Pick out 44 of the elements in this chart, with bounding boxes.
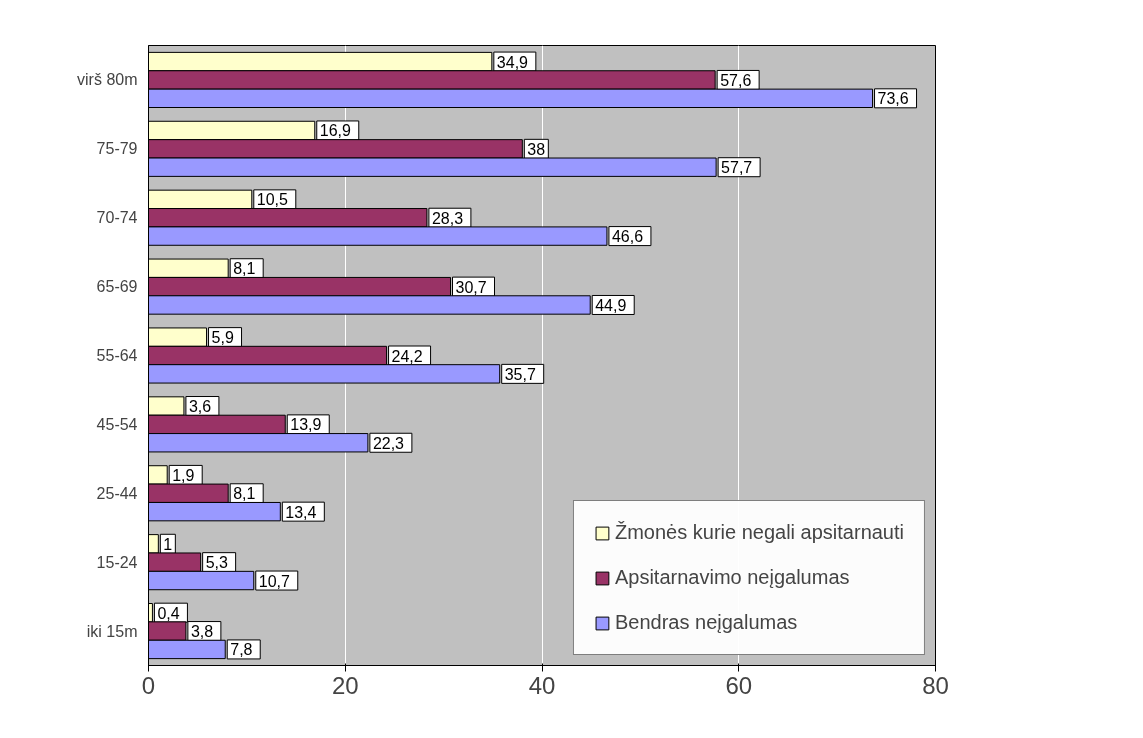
y-tick-label: virš 80m (77, 71, 138, 89)
data-label: 8,1 (233, 485, 256, 503)
data-label: 0,4 (157, 604, 180, 622)
data-label: 5,9 (211, 329, 234, 347)
y-tick-label: 45-54 (96, 415, 138, 433)
data-label: 28,3 (431, 209, 464, 227)
data-label: 73,6 (877, 90, 909, 108)
data-label: 13,9 (290, 416, 322, 434)
legend-label: Žmonės kurie negali apsitarnauti (614, 521, 904, 544)
x-tick-label: 20 (331, 671, 359, 699)
y-tick-label: 65-69 (96, 278, 138, 296)
data-label: 16,9 (319, 122, 351, 140)
legend-label: Apsitarnavimo neįgalumas (614, 566, 850, 589)
data-label: 24,2 (391, 347, 423, 365)
data-label: 1 (163, 535, 173, 553)
data-label: 7,8 (230, 641, 253, 659)
data-label: 10,7 (258, 572, 290, 590)
data-label: 35,7 (504, 365, 536, 383)
data-label: 10,5 (256, 191, 289, 209)
data-label: 3,6 (188, 398, 212, 416)
data-label: 44,9 (595, 296, 627, 314)
data-label: 57,7 (721, 159, 753, 177)
data-label: 34,9 (496, 53, 529, 71)
data-label: 5,3 (205, 554, 228, 572)
x-tick-label: 80 (922, 671, 949, 699)
data-label: 38 (527, 140, 546, 158)
data-label: 1,9 (172, 466, 195, 484)
data-label: 13,4 (285, 503, 317, 521)
data-label: 8,1 (233, 260, 256, 278)
y-tick-label: 15-24 (96, 553, 138, 571)
data-label: 3,8 (190, 623, 214, 641)
data-label: 22,3 (372, 434, 405, 452)
y-tick-label: 75-79 (96, 140, 138, 158)
y-tick-label: 25-44 (96, 484, 138, 502)
data-label: 30,7 (455, 278, 487, 296)
data-label: 46,6 (611, 228, 644, 246)
y-tick-label: 70-74 (96, 209, 138, 227)
y-tick-label: iki 15m (86, 622, 138, 640)
x-tick-label: 40 (528, 671, 556, 699)
y-tick-label: 55-64 (96, 347, 138, 364)
x-tick-label: 60 (725, 671, 753, 699)
x-tick-label: 0 (141, 671, 156, 699)
legend-label: Bendras neįgalumas (614, 611, 798, 634)
data-label: 57,6 (720, 71, 752, 89)
